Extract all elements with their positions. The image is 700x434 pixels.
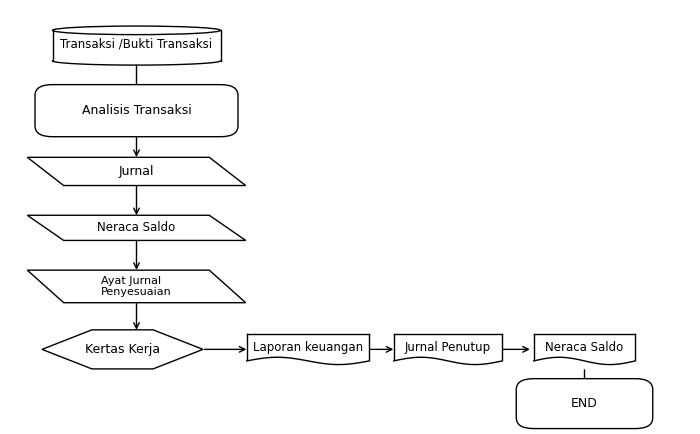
Polygon shape — [42, 330, 203, 369]
Polygon shape — [247, 334, 370, 361]
Text: Jurnal Penutup: Jurnal Penutup — [405, 342, 491, 355]
FancyBboxPatch shape — [517, 378, 652, 429]
Text: END: END — [571, 397, 598, 410]
Text: Kertas Kerja: Kertas Kerja — [85, 343, 160, 356]
Text: Jurnal: Jurnal — [119, 165, 154, 178]
FancyBboxPatch shape — [35, 85, 238, 137]
Polygon shape — [27, 215, 246, 240]
Polygon shape — [393, 334, 503, 361]
Ellipse shape — [52, 26, 220, 35]
Text: Laporan keuangan: Laporan keuangan — [253, 342, 363, 355]
Text: Neraca Saldo: Neraca Saldo — [545, 342, 624, 355]
Text: Neraca Saldo: Neraca Saldo — [97, 221, 176, 234]
Text: Analisis Transaksi: Analisis Transaksi — [82, 104, 191, 117]
Polygon shape — [533, 334, 636, 361]
Polygon shape — [27, 158, 246, 186]
Text: Ayat Jurnal
Penyesuaian: Ayat Jurnal Penyesuaian — [101, 276, 172, 297]
Text: Transaksi /Bukti Transaksi: Transaksi /Bukti Transaksi — [60, 38, 213, 50]
Bar — [52, 30, 220, 61]
Polygon shape — [27, 270, 246, 303]
